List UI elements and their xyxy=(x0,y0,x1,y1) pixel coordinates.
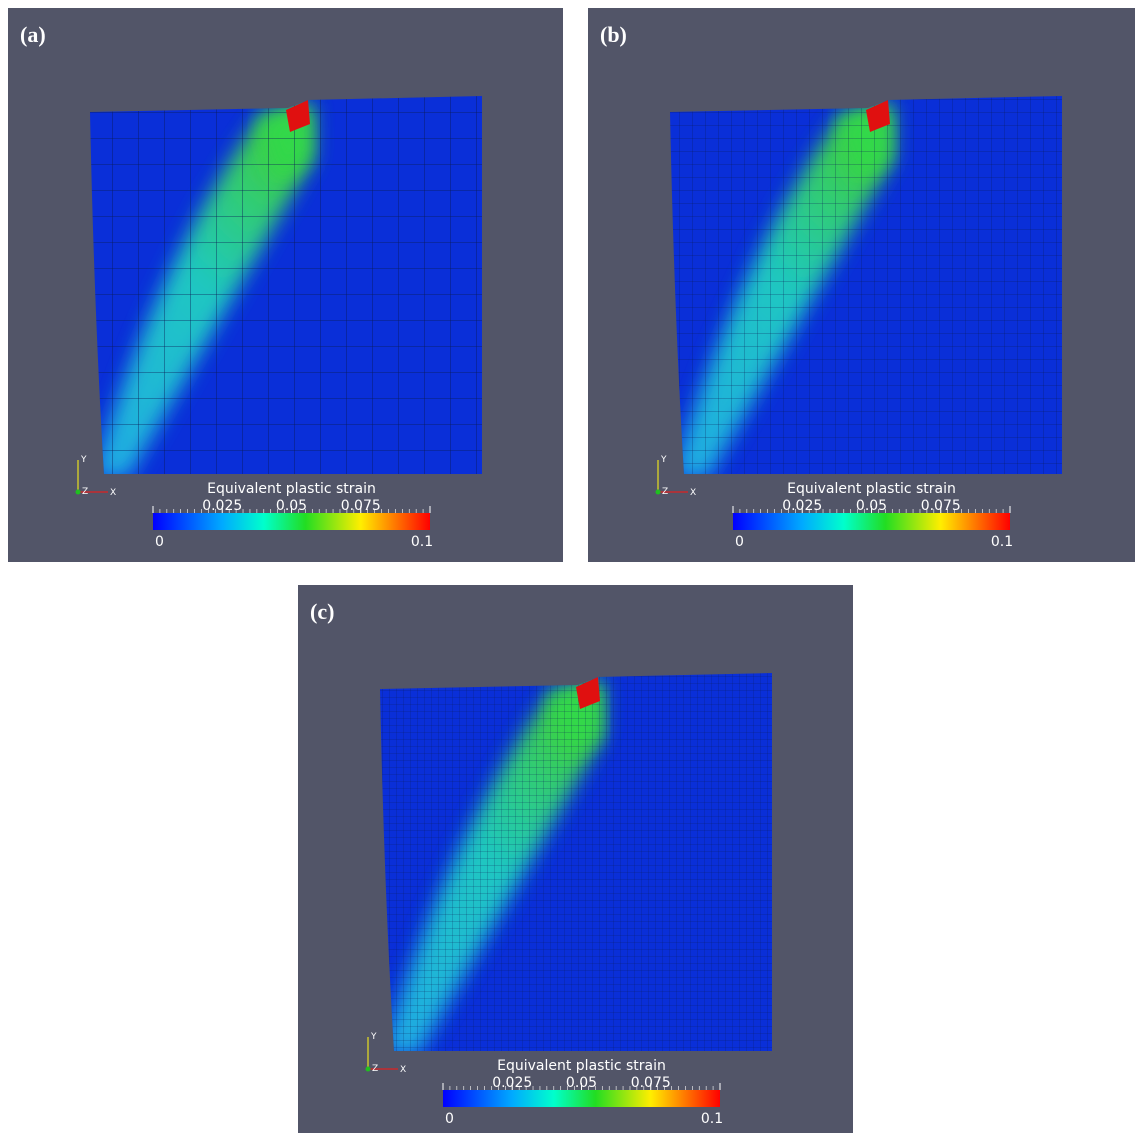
tick-label: 0.05 xyxy=(276,498,307,514)
axis-z xyxy=(365,1066,371,1072)
tick-label: 0.025 xyxy=(202,498,242,514)
colorbar xyxy=(153,513,430,530)
range-label: 0 xyxy=(735,534,744,550)
colorbar-title: Equivalent plastic strain xyxy=(787,481,956,497)
tick-label: 0.075 xyxy=(341,498,381,514)
axis-y-label: Y xyxy=(370,1032,377,1042)
panel-label: (c) xyxy=(310,599,334,624)
colorbar-title: Equivalent plastic strain xyxy=(207,481,376,497)
strain-red xyxy=(286,100,310,132)
axis-y-label: Y xyxy=(660,455,667,465)
axis-z xyxy=(75,489,81,495)
tick-label: 0.075 xyxy=(921,498,961,514)
mesh xyxy=(90,96,482,474)
axis-z-label: Z xyxy=(82,487,88,497)
range-label: 0.1 xyxy=(411,534,433,550)
tick-label: 0.025 xyxy=(492,1075,532,1091)
axis-z xyxy=(655,489,661,495)
strain-red xyxy=(866,100,890,132)
range-label: 0.1 xyxy=(701,1111,723,1127)
axis-x-label: X xyxy=(400,1065,406,1075)
tick-label: 0.05 xyxy=(566,1075,597,1091)
tick-label: 0.05 xyxy=(856,498,887,514)
axis-z-label: Z xyxy=(662,487,668,497)
colorbar-title: Equivalent plastic strain xyxy=(497,1058,666,1074)
range-label: 0 xyxy=(445,1111,454,1127)
mesh-grid xyxy=(90,96,482,474)
mesh-grid xyxy=(380,673,772,1051)
strain-red xyxy=(576,677,600,709)
axis-z-label: Z xyxy=(372,1064,378,1074)
axis-x-label: X xyxy=(690,488,696,498)
axis-x-label: X xyxy=(110,488,116,498)
tick-label: 0.075 xyxy=(631,1075,671,1091)
mesh xyxy=(380,673,772,1051)
colorbar xyxy=(443,1090,720,1107)
mesh xyxy=(670,96,1062,474)
tick-label: 0.025 xyxy=(782,498,822,514)
range-label: 0.1 xyxy=(991,534,1013,550)
panel-label: (b) xyxy=(600,22,627,47)
panel-label: (a) xyxy=(20,22,46,47)
axis-y-label: Y xyxy=(80,455,87,465)
mesh-grid xyxy=(670,96,1062,474)
range-label: 0 xyxy=(155,534,164,550)
colorbar xyxy=(733,513,1010,530)
